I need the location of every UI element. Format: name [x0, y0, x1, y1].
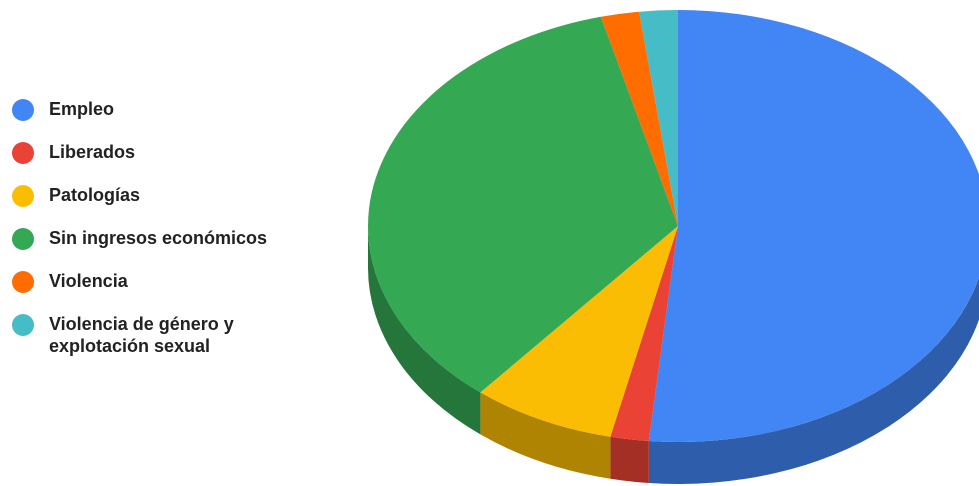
legend-swatch-icon — [12, 99, 34, 121]
legend-label: Sin ingresos económicos — [49, 228, 268, 248]
pie-top-faces — [367, 10, 979, 442]
pie-slice-side-0 — [648, 277, 979, 484]
legend-label: Liberados — [49, 142, 136, 162]
legend-label: Empleo — [49, 99, 115, 119]
pie-slice-side-2 — [480, 392, 611, 479]
pie-slice-5[interactable] — [639, 10, 678, 226]
pie-slice-2[interactable] — [480, 226, 678, 437]
chart-legend: Empleo Liberados Patologías Sin ingresos… — [12, 98, 342, 377]
legend-item: Violencia — [12, 270, 342, 293]
legend-item: Sin ingresos económicos — [12, 227, 342, 250]
pie-slice-1[interactable] — [610, 226, 678, 442]
pie-side-walls — [368, 226, 979, 484]
legend-swatch-icon — [12, 271, 34, 293]
legend-label: Violencia — [49, 271, 128, 291]
legend-item: Violencia de género y explotación sexual — [12, 313, 342, 357]
legend-swatch-icon — [12, 185, 34, 207]
pie-slice-0[interactable] — [648, 10, 979, 442]
legend-item: Empleo — [12, 98, 342, 121]
pie-slice-3[interactable] — [367, 16, 678, 393]
legend-label: Patologías — [49, 185, 141, 205]
legend-item: Liberados — [12, 141, 342, 164]
legend-item: Patologías — [12, 184, 342, 207]
legend-label: Violencia de género y explotación sexual — [49, 314, 234, 356]
pie-slice-4[interactable] — [600, 11, 678, 227]
legend-swatch-icon — [12, 314, 34, 336]
legend-swatch-icon — [12, 228, 34, 250]
legend-swatch-icon — [12, 142, 34, 164]
pie-slice-side-1 — [610, 436, 649, 484]
pie-slice-side-3 — [368, 226, 481, 435]
